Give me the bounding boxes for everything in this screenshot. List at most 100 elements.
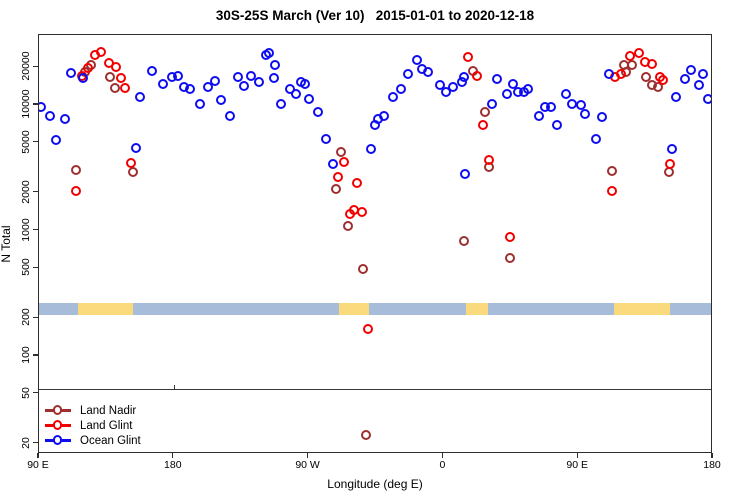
data-point-land-glint [647,58,658,69]
data-point-ocean-glint [232,72,243,83]
data-point-ocean-glint [523,83,534,94]
separator-line [39,388,711,391]
data-point-land-glint [356,206,367,217]
y-tick-mark [33,65,38,67]
x-tick-label: 90 E [566,459,588,471]
data-point-ocean-glint [502,88,513,99]
data-point-land-glint [505,232,516,243]
data-point-land-nadir [358,263,369,274]
data-point-land-nadir [458,235,469,246]
data-point-land-nadir [361,430,372,441]
data-point-land-glint [70,185,81,196]
x-tick-label: 0 [439,459,446,471]
y-tick-label: 100 [20,346,32,364]
x-tick-mark [172,453,174,458]
y-tick-mark [33,266,38,268]
data-point-ocean-glint [51,135,62,146]
data-point-land-glint [338,157,349,168]
data-point-ocean-glint [487,98,498,109]
data-point-land-glint [82,63,93,74]
data-point-land-nadir [607,165,618,176]
legend-item-land-glint: Land Glint [45,418,141,433]
data-point-ocean-glint [604,68,615,79]
data-point-ocean-glint [313,107,324,117]
data-point-land-glint [607,185,618,196]
band-segment-ocean [39,303,78,316]
y-tick-mark [33,392,38,394]
data-point-land-glint [472,71,483,82]
band-segment-ocean [133,303,339,316]
data-point-ocean-glint [590,134,601,145]
y-tick-label: 5000 [20,130,32,154]
data-point-ocean-glint [246,70,257,81]
x-tick-label: 90 E [27,459,49,471]
data-point-ocean-glint [172,70,183,81]
data-point-ocean-glint [379,110,390,121]
data-point-ocean-glint [276,98,287,109]
y-tick-label: 20 [20,436,32,449]
data-point-ocean-glint [304,93,315,104]
data-point-ocean-glint [328,159,339,170]
data-point-ocean-glint [545,102,556,113]
data-point-land-nadir [331,184,342,195]
data-point-land-nadir [626,60,637,71]
y-tick-mark [33,316,38,318]
data-point-ocean-glint [195,98,206,109]
band-segment-ocean [669,303,711,316]
legend-label-land-glint: Land Glint [80,419,133,432]
data-point-land-nadir [105,72,116,83]
band-segment-land [77,303,134,316]
y-tick-mark [33,354,38,356]
data-point-land-glint [115,73,126,84]
data-point-ocean-glint [365,143,376,154]
data-point-land-nadir [335,147,346,158]
x-tick-label: 180 [164,459,182,471]
data-point-ocean-glint [575,100,586,111]
data-point-land-nadir [109,82,120,93]
separator-tick [173,384,176,389]
y-tick-mark [33,103,38,105]
land-glint-marker-icon [45,420,71,431]
data-point-land-nadir [641,72,652,83]
data-point-ocean-glint [184,83,195,94]
data-point-land-glint [657,75,668,86]
data-point-ocean-glint [78,73,89,84]
data-point-land-nadir [343,220,354,231]
data-point-ocean-glint [412,55,423,66]
data-point-land-glint [111,62,122,73]
data-point-land-glint [625,51,636,62]
data-point-ocean-glint [388,92,399,103]
data-point-ocean-glint [666,143,677,154]
data-point-ocean-glint [686,65,697,76]
y-tick-mark [33,141,38,143]
data-point-ocean-glint [434,80,445,91]
data-point-ocean-glint [66,68,77,79]
data-point-ocean-glint [702,94,711,105]
data-point-land-nadir [127,166,138,177]
y-axis-title: N Total [0,225,13,263]
data-point-land-glint [484,155,495,166]
land-nadir-marker-icon [45,405,71,416]
y-tick-label: 50 [20,386,32,399]
x-tick-mark [441,453,444,458]
y-tick-label: 10000 [20,89,32,119]
data-point-ocean-glint [551,120,562,131]
data-point-ocean-glint [147,66,158,77]
legend-item-land-nadir: Land Nadir [45,403,141,418]
x-tick-mark [37,453,39,458]
data-point-land-glint [665,159,676,170]
data-point-ocean-glint [698,68,709,79]
data-point-ocean-glint [135,92,146,103]
data-point-ocean-glint [460,168,471,179]
data-point-land-glint [362,323,373,334]
data-point-ocean-glint [60,113,71,124]
legend: Land Nadir Land Glint Ocean Glint [45,403,141,448]
data-point-ocean-glint [253,77,264,88]
x-tick-mark [711,453,713,458]
data-point-ocean-glint [680,73,691,84]
data-point-ocean-glint [157,78,168,89]
band-segment-ocean [368,303,466,316]
data-point-ocean-glint [580,108,591,119]
data-point-ocean-glint [448,82,459,93]
